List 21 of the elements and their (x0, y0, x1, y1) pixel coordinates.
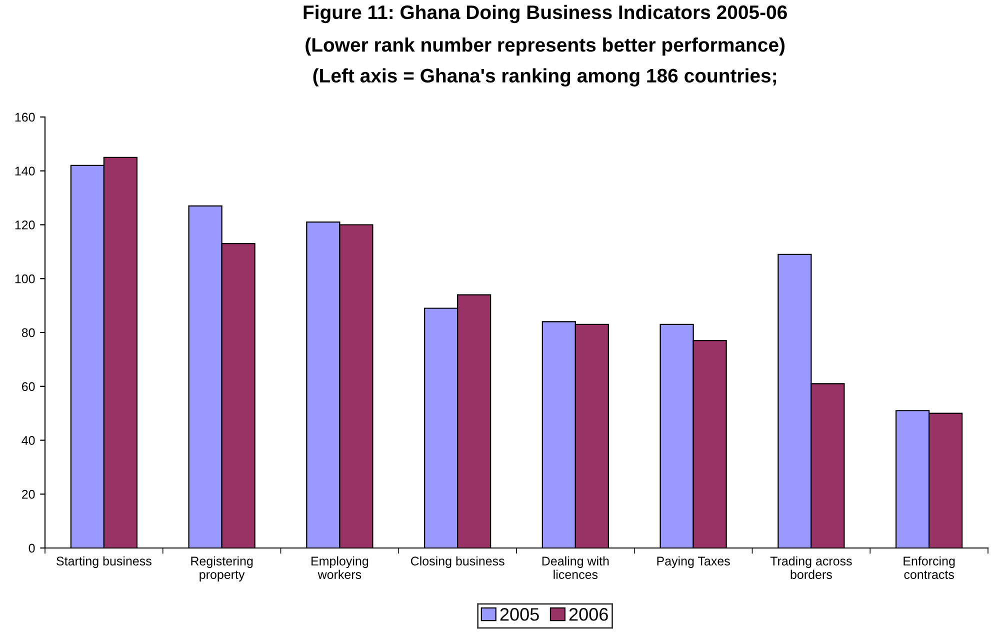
x-tick-label: Paying Taxes (657, 556, 730, 568)
y-tick-label: 60 (22, 382, 35, 392)
x-tick-label: Registering property (191, 556, 253, 582)
x-tick-label: Starting business (56, 556, 152, 568)
x-tick-label: Enforcing contracts (904, 556, 955, 579)
chart-subtitle: (Lower rank number represents better performance) (Left axis = Ghana's ranking among 186 countries; (306, 37, 785, 87)
y-tick-label: 20 (22, 490, 35, 499)
legend-label: 2006 (569, 608, 608, 621)
y-tick-label: 120 (15, 220, 35, 230)
chart-title: Figure 11: Ghana Doing Business Indicators 2005-06 (304, 4, 787, 24)
y-tick-label: 80 (22, 328, 35, 338)
y-tick-label: 0 (28, 544, 35, 553)
y-tick-label: 40 (22, 436, 35, 445)
y-tick-label: 140 (15, 166, 35, 176)
x-tick-label: Closing business (410, 556, 504, 568)
x-tick-label: Employing workers (312, 556, 368, 579)
x-tick-label: Dealing with licences (542, 556, 609, 579)
y-tick-label: 100 (15, 274, 35, 284)
legend-label: 2005 (500, 608, 539, 621)
x-tick-label: Trading across borders (770, 556, 852, 579)
y-tick-label: 160 (15, 112, 35, 122)
